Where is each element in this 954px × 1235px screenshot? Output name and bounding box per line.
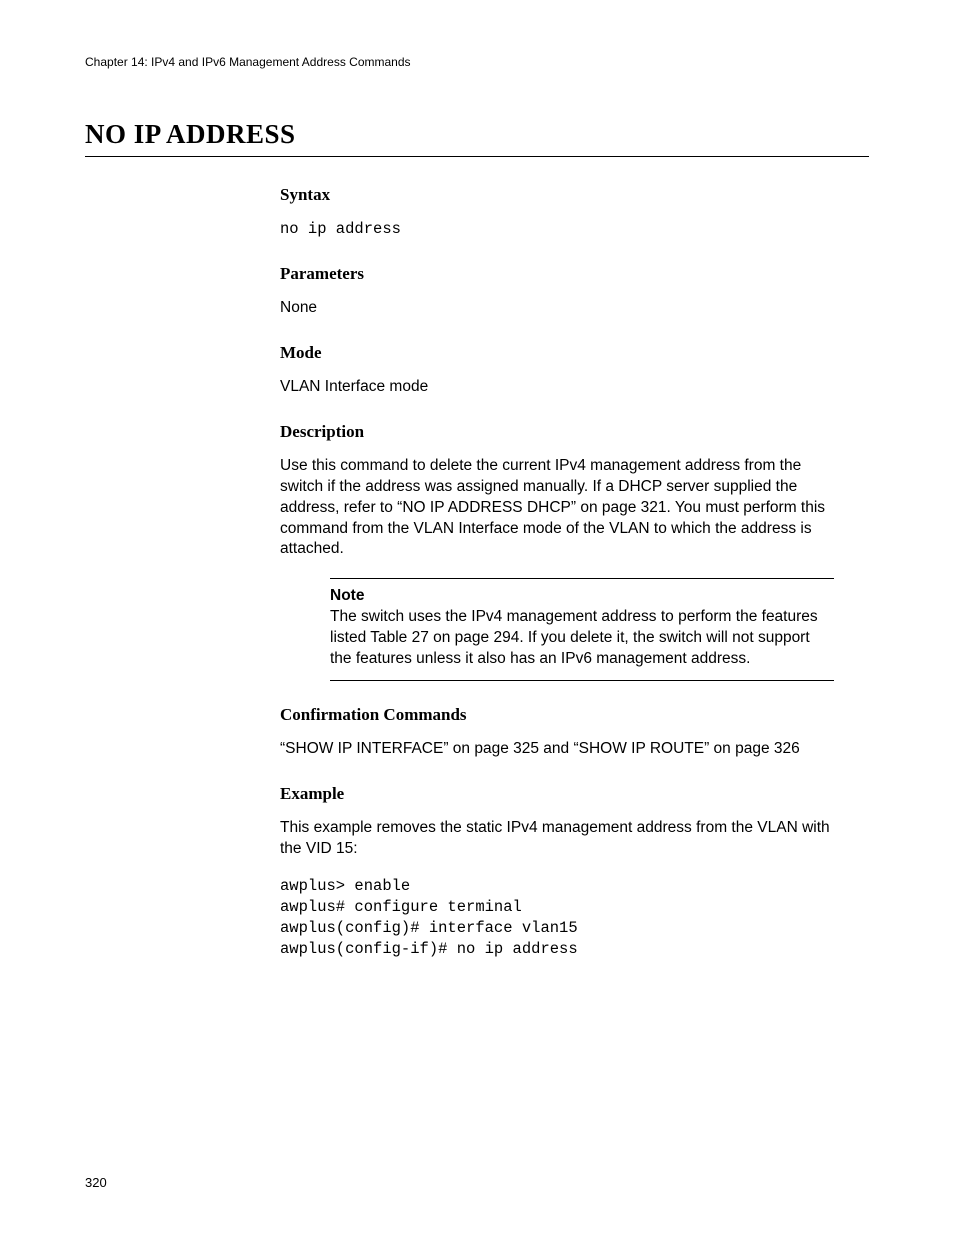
confirmation-text: “SHOW IP INTERFACE” on page 325 and “SHO… xyxy=(280,739,834,760)
content-block: Syntax no ip address Parameters None Mod… xyxy=(280,185,834,960)
heading-example: Example xyxy=(280,784,834,804)
heading-parameters: Parameters xyxy=(280,264,834,284)
example-intro: This example removes the static IPv4 man… xyxy=(280,818,834,860)
mode-text: VLAN Interface mode xyxy=(280,377,834,398)
heading-mode: Mode xyxy=(280,343,834,363)
example-code: awplus> enable awplus# configure termina… xyxy=(280,876,834,960)
heading-description: Description xyxy=(280,422,834,442)
title-rule xyxy=(85,156,869,157)
heading-syntax: Syntax xyxy=(280,185,834,205)
note-text: The switch uses the IPv4 management addr… xyxy=(330,607,834,670)
note-label: Note xyxy=(330,587,834,605)
page-number: 320 xyxy=(85,1175,107,1190)
page: Chapter 14: IPv4 and IPv6 Management Add… xyxy=(0,0,954,1235)
chapter-header: Chapter 14: IPv4 and IPv6 Management Add… xyxy=(85,55,869,69)
description-text: Use this command to delete the current I… xyxy=(280,456,834,561)
parameters-text: None xyxy=(280,298,834,319)
syntax-code: no ip address xyxy=(280,219,834,240)
page-title: NO IP ADDRESS xyxy=(85,119,869,150)
note-box: Note The switch uses the IPv4 management… xyxy=(330,578,834,681)
heading-confirmation: Confirmation Commands xyxy=(280,705,834,725)
